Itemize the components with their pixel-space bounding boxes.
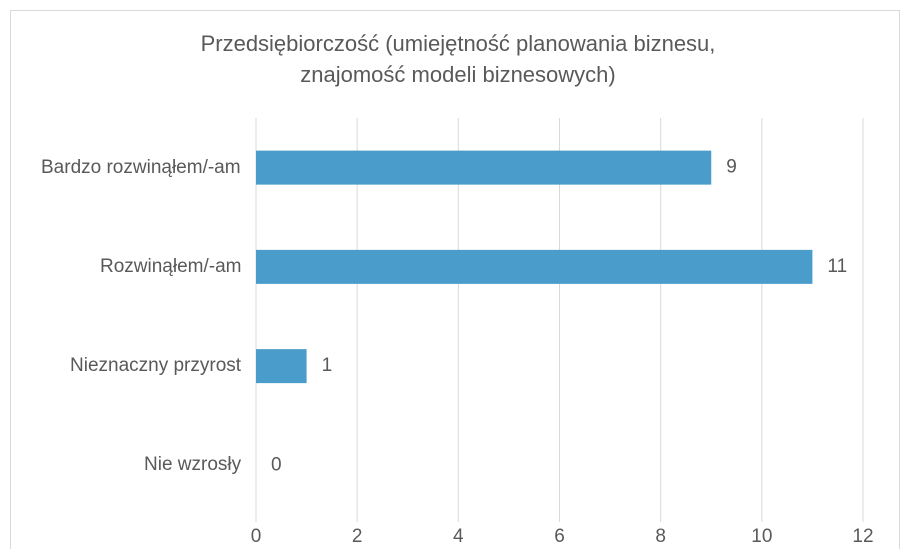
x-tick-label: 2 bbox=[352, 526, 363, 547]
y-tick-label: Nieznaczny przyrost bbox=[70, 355, 242, 377]
bar bbox=[256, 150, 712, 185]
x-tick-label: 10 bbox=[751, 526, 772, 547]
y-tick-label: Rozwinąłem/-am bbox=[100, 255, 242, 277]
chart-title: Przedsiębiorczość (umiejętność planowani… bbox=[201, 31, 716, 56]
x-tick-label: 0 bbox=[251, 526, 262, 547]
y-tick-label: Nie wzrosły bbox=[144, 454, 242, 476]
x-tick-label: 8 bbox=[655, 526, 666, 547]
value-label: 1 bbox=[322, 355, 333, 376]
value-label: 11 bbox=[827, 256, 847, 277]
y-tick-label: Bardzo rozwinąłem/-am bbox=[41, 156, 241, 178]
chart-title: znajomość modeli biznesowych) bbox=[300, 62, 615, 87]
bar bbox=[256, 249, 813, 284]
chart-border bbox=[10, 10, 900, 549]
x-tick-label: 4 bbox=[453, 526, 464, 547]
x-tick-label: 6 bbox=[554, 526, 565, 547]
bar bbox=[256, 349, 307, 384]
value-label: 0 bbox=[271, 454, 282, 475]
value-label: 9 bbox=[726, 157, 737, 178]
x-tick-label: 12 bbox=[852, 526, 873, 547]
